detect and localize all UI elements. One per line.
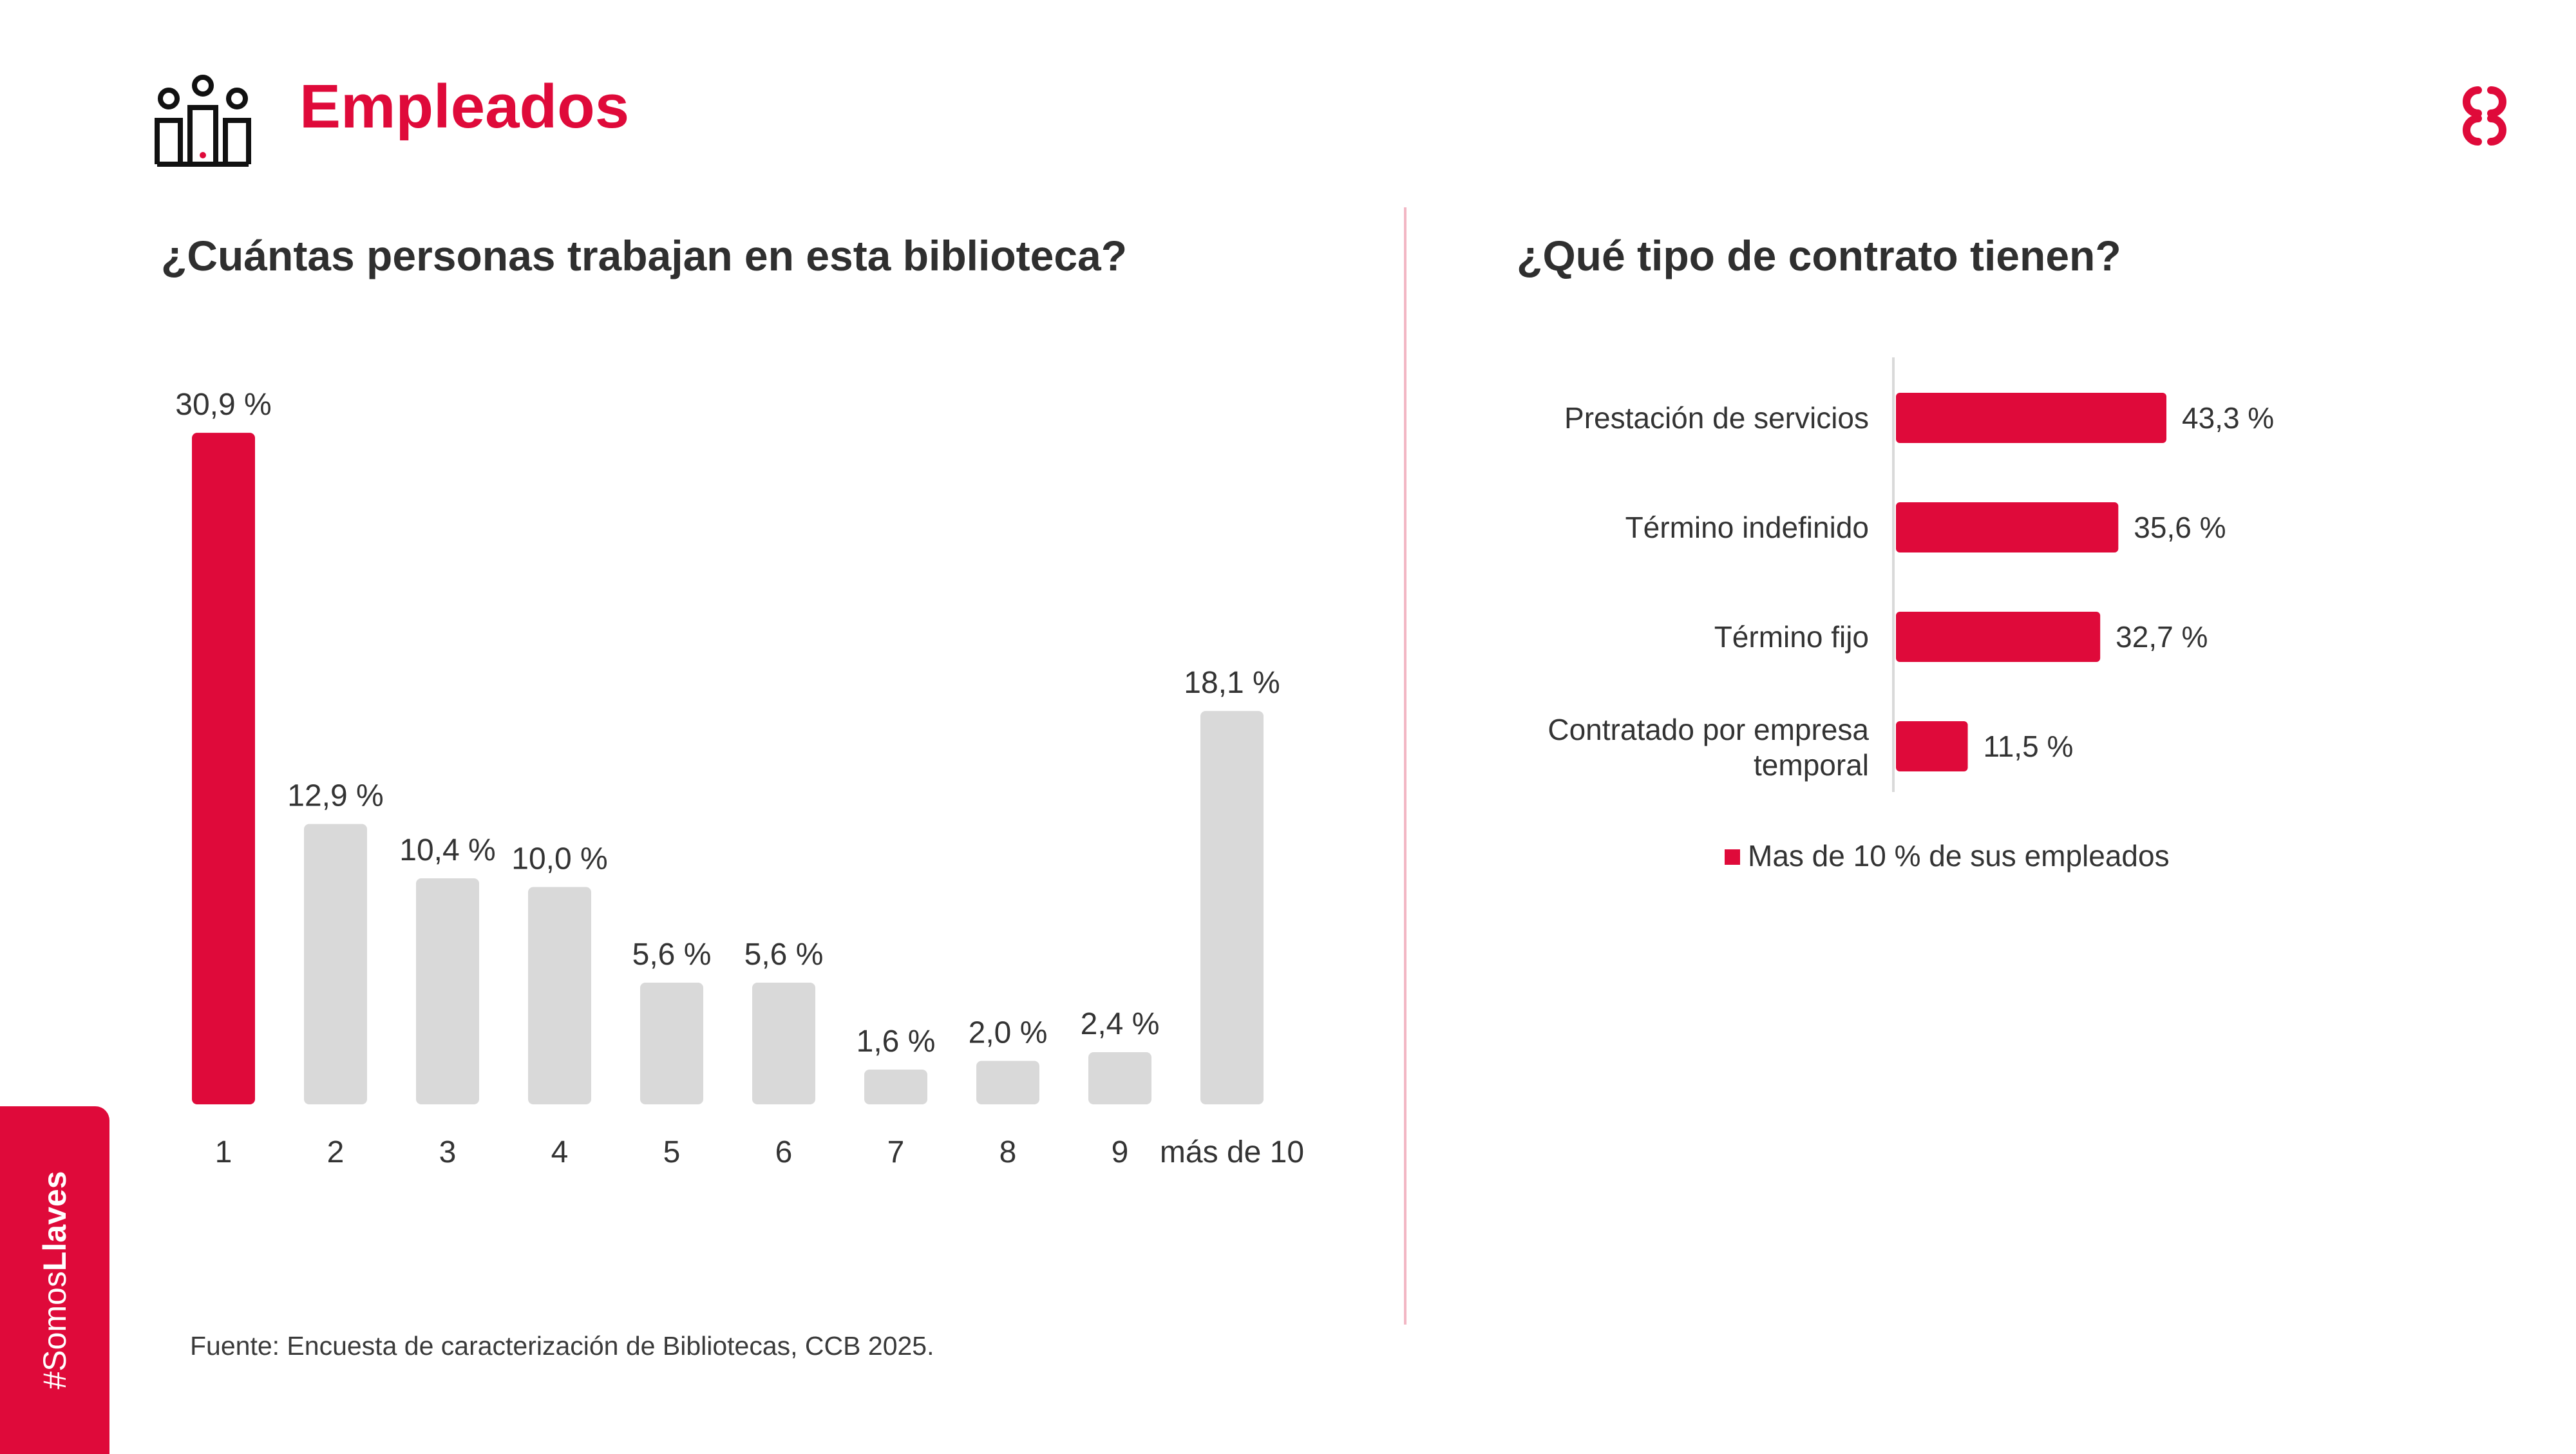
- x-tick-label: 6: [775, 1135, 793, 1169]
- x-tick-label: más de 10: [1160, 1135, 1304, 1169]
- contract-bar-1: [1896, 393, 2166, 443]
- section-divider: [1404, 207, 1406, 1325]
- bar-value-label: 10,0 %: [511, 842, 607, 876]
- bar-value-label: 43,3 %: [2182, 401, 2274, 435]
- x-tick-label: 3: [439, 1135, 457, 1169]
- people-group-icon: [155, 74, 251, 167]
- bar-7: [864, 1070, 927, 1104]
- chart-legend: Mas de 10 % de sus empleados: [1725, 841, 2170, 871]
- bar-2: [304, 824, 367, 1104]
- y-category-label: Término indefinido: [1625, 511, 1869, 544]
- hashtag-side-tab: #SomosLlaves: [0, 1106, 109, 1454]
- x-tick-label: 9: [1112, 1135, 1129, 1169]
- contract-type-chart: 43,3 % Prestación de servicios 35,6 % Térmi…: [1548, 357, 2274, 792]
- legend-swatch: [1725, 849, 1740, 865]
- legend-label: Mas de 10 % de sus empleados: [1748, 839, 2170, 873]
- bar-value-label: 5,6 %: [744, 938, 824, 972]
- bar-value-label: 32,7 %: [2116, 620, 2208, 654]
- bar-4: [528, 887, 591, 1104]
- x-tick-label: 7: [887, 1135, 905, 1169]
- bar-value-label: 2,4 %: [1081, 1007, 1160, 1041]
- y-category-label: Prestación de servicios: [1564, 401, 1869, 435]
- source-note: Fuente: Encuesta de caracterización de B…: [190, 1331, 934, 1361]
- contract-bar-3: [1896, 612, 2101, 662]
- bar-value-label: 12,9 %: [287, 779, 383, 813]
- bar-5: [640, 983, 703, 1104]
- y-category-label: temporal: [1754, 748, 1869, 782]
- employees-count-chart: 30,9 % 1 12,9 % 2 10,4 % 3 10,0 % 4 5,6 % 5 5,6 % 6…: [175, 388, 1304, 1169]
- right-chart-question: ¿Qué tipo de contrato tienen?: [1517, 232, 2121, 279]
- bar-value-label: 5,6 %: [632, 938, 712, 972]
- bar-value-label: 35,6 %: [2134, 511, 2226, 544]
- x-tick-label: 4: [551, 1135, 569, 1169]
- page-title: Empleados: [299, 72, 630, 141]
- bar-6: [752, 983, 815, 1104]
- x-tick-label: 5: [663, 1135, 681, 1169]
- x-tick-label: 2: [327, 1135, 345, 1169]
- bar-8: [976, 1061, 1039, 1104]
- hashtag-text: #SomosLlaves: [37, 1171, 73, 1390]
- y-category-label: Contratado por empresa: [1548, 713, 1869, 746]
- bar-10: [1200, 711, 1264, 1104]
- bar-value-label: 30,9 %: [175, 388, 271, 422]
- bar-value-label: 10,4 %: [399, 833, 495, 867]
- bar-9: [1088, 1052, 1151, 1104]
- contract-bar-2: [1896, 502, 2119, 552]
- y-category-label: Término fijo: [1714, 620, 1869, 654]
- brand-logo-icon: [2452, 84, 2517, 148]
- bar-value-label: 1,6 %: [857, 1024, 936, 1059]
- x-tick-label: 8: [999, 1135, 1017, 1169]
- bar-1: [192, 433, 255, 1104]
- x-tick-label: 1: [215, 1135, 232, 1169]
- bar-value-label: 11,5 %: [1984, 730, 2074, 763]
- bar-value-label: 18,1 %: [1184, 666, 1280, 700]
- left-chart-question: ¿Cuántas personas trabajan en esta bibli…: [161, 232, 1128, 279]
- bar-value-label: 2,0 %: [969, 1016, 1048, 1050]
- contract-bar-4: [1896, 721, 1968, 771]
- bar-3: [416, 878, 479, 1104]
